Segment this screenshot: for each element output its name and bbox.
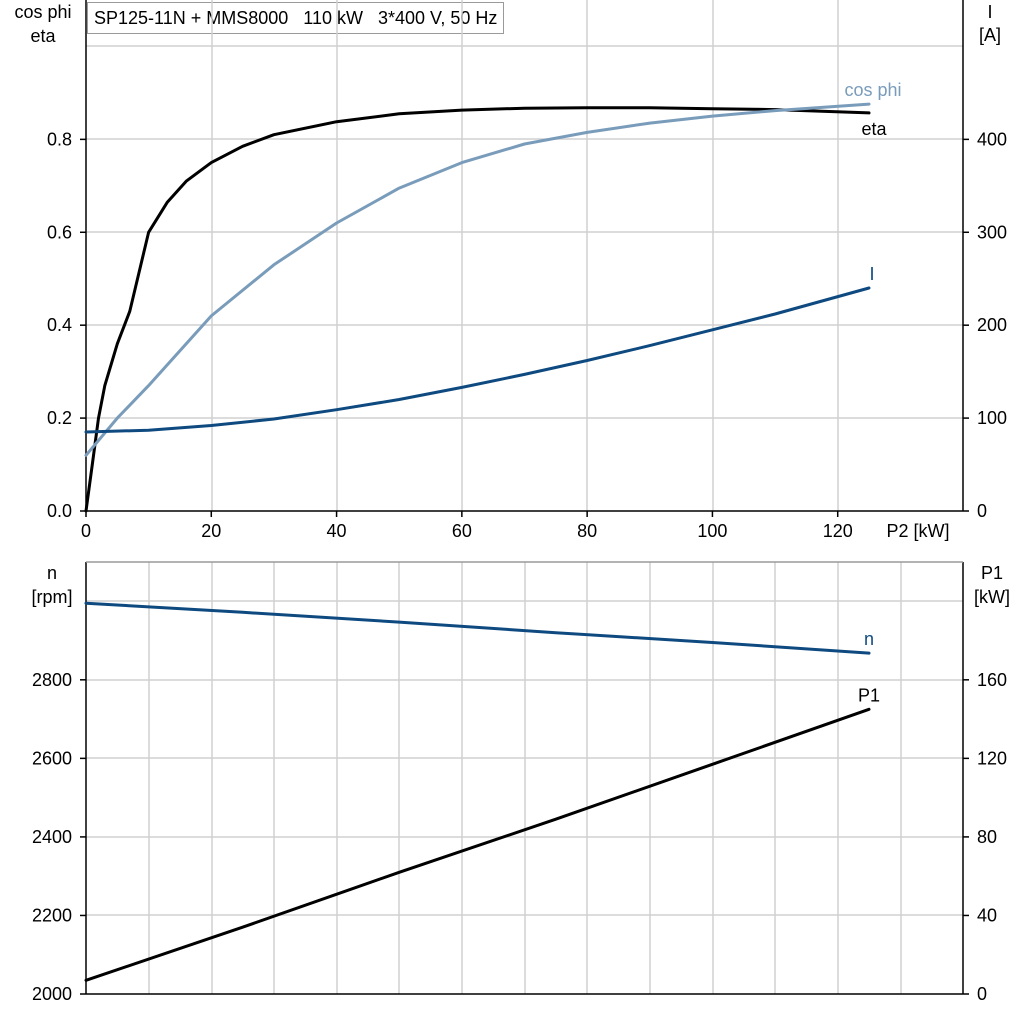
lower-right-tick-label: 40 bbox=[977, 905, 997, 925]
x-tick-label: 0 bbox=[81, 521, 91, 541]
series-n-label: n bbox=[864, 629, 874, 649]
upper-left-tick-label: 0.6 bbox=[47, 222, 72, 242]
upper-left-tick-label: 0.2 bbox=[47, 408, 72, 428]
upper-right-tick-label: 200 bbox=[977, 315, 1007, 335]
upper-left-tick-label: 0.4 bbox=[47, 315, 72, 335]
series-p1-label: P1 bbox=[858, 685, 880, 705]
upper-left-tick-label: 0.8 bbox=[47, 129, 72, 149]
x-tick-label: 20 bbox=[201, 521, 221, 541]
lower-left-axis-unit: [rpm] bbox=[31, 587, 72, 607]
upper-right-axis-label: I bbox=[987, 2, 992, 22]
lower-right-tick-label: 80 bbox=[977, 827, 997, 847]
upper-left-tick-label: 0.0 bbox=[47, 501, 72, 521]
series-cos-phi-label: cos phi bbox=[845, 80, 902, 100]
lower-left-tick-label: 2000 bbox=[32, 984, 72, 1004]
lower-right-tick-label: 120 bbox=[977, 748, 1007, 768]
series-i-label: I bbox=[870, 264, 875, 284]
lower-left-axis-label: n bbox=[47, 563, 57, 583]
lower-left-tick-label: 2200 bbox=[32, 905, 72, 925]
lower-right-axis-unit: [kW] bbox=[974, 587, 1010, 607]
lower-right-tick-label: 0 bbox=[977, 984, 987, 1004]
lower-left-tick-label: 2800 bbox=[32, 670, 72, 690]
upper-right-axis-unit: [A] bbox=[979, 25, 1001, 45]
x-tick-label: 100 bbox=[697, 521, 727, 541]
series-cos-phi-line bbox=[84, 102, 871, 457]
lower-right-axis-label: P1 bbox=[981, 563, 1003, 583]
series-eta-line bbox=[84, 106, 871, 513]
x-tick-label: 40 bbox=[327, 521, 347, 541]
series-p1-line bbox=[84, 707, 871, 982]
x-axis-label: P2 [kW] bbox=[886, 521, 949, 541]
lower-left-tick-label: 2400 bbox=[32, 827, 72, 847]
upper-left-axis-unit: eta bbox=[30, 26, 56, 46]
x-tick-label: 120 bbox=[823, 521, 853, 541]
series-eta-label: eta bbox=[862, 119, 888, 139]
chart-title: SP125-11N + MMS8000 110 kW 3*400 V, 50 H… bbox=[87, 2, 505, 34]
lower-left-tick-label: 2600 bbox=[32, 748, 72, 768]
upper-left-axis-label: cos phi bbox=[14, 2, 71, 22]
lower-right-tick-label: 160 bbox=[977, 670, 1007, 690]
x-tick-label: 60 bbox=[452, 521, 472, 541]
upper-right-tick-label: 0 bbox=[977, 501, 987, 521]
upper-right-tick-label: 400 bbox=[977, 129, 1007, 149]
series-n-line bbox=[84, 601, 871, 655]
upper-right-tick-label: 100 bbox=[977, 408, 1007, 428]
upper-right-tick-label: 300 bbox=[977, 222, 1007, 242]
x-tick-label: 80 bbox=[577, 521, 597, 541]
series-i-line bbox=[84, 286, 871, 434]
